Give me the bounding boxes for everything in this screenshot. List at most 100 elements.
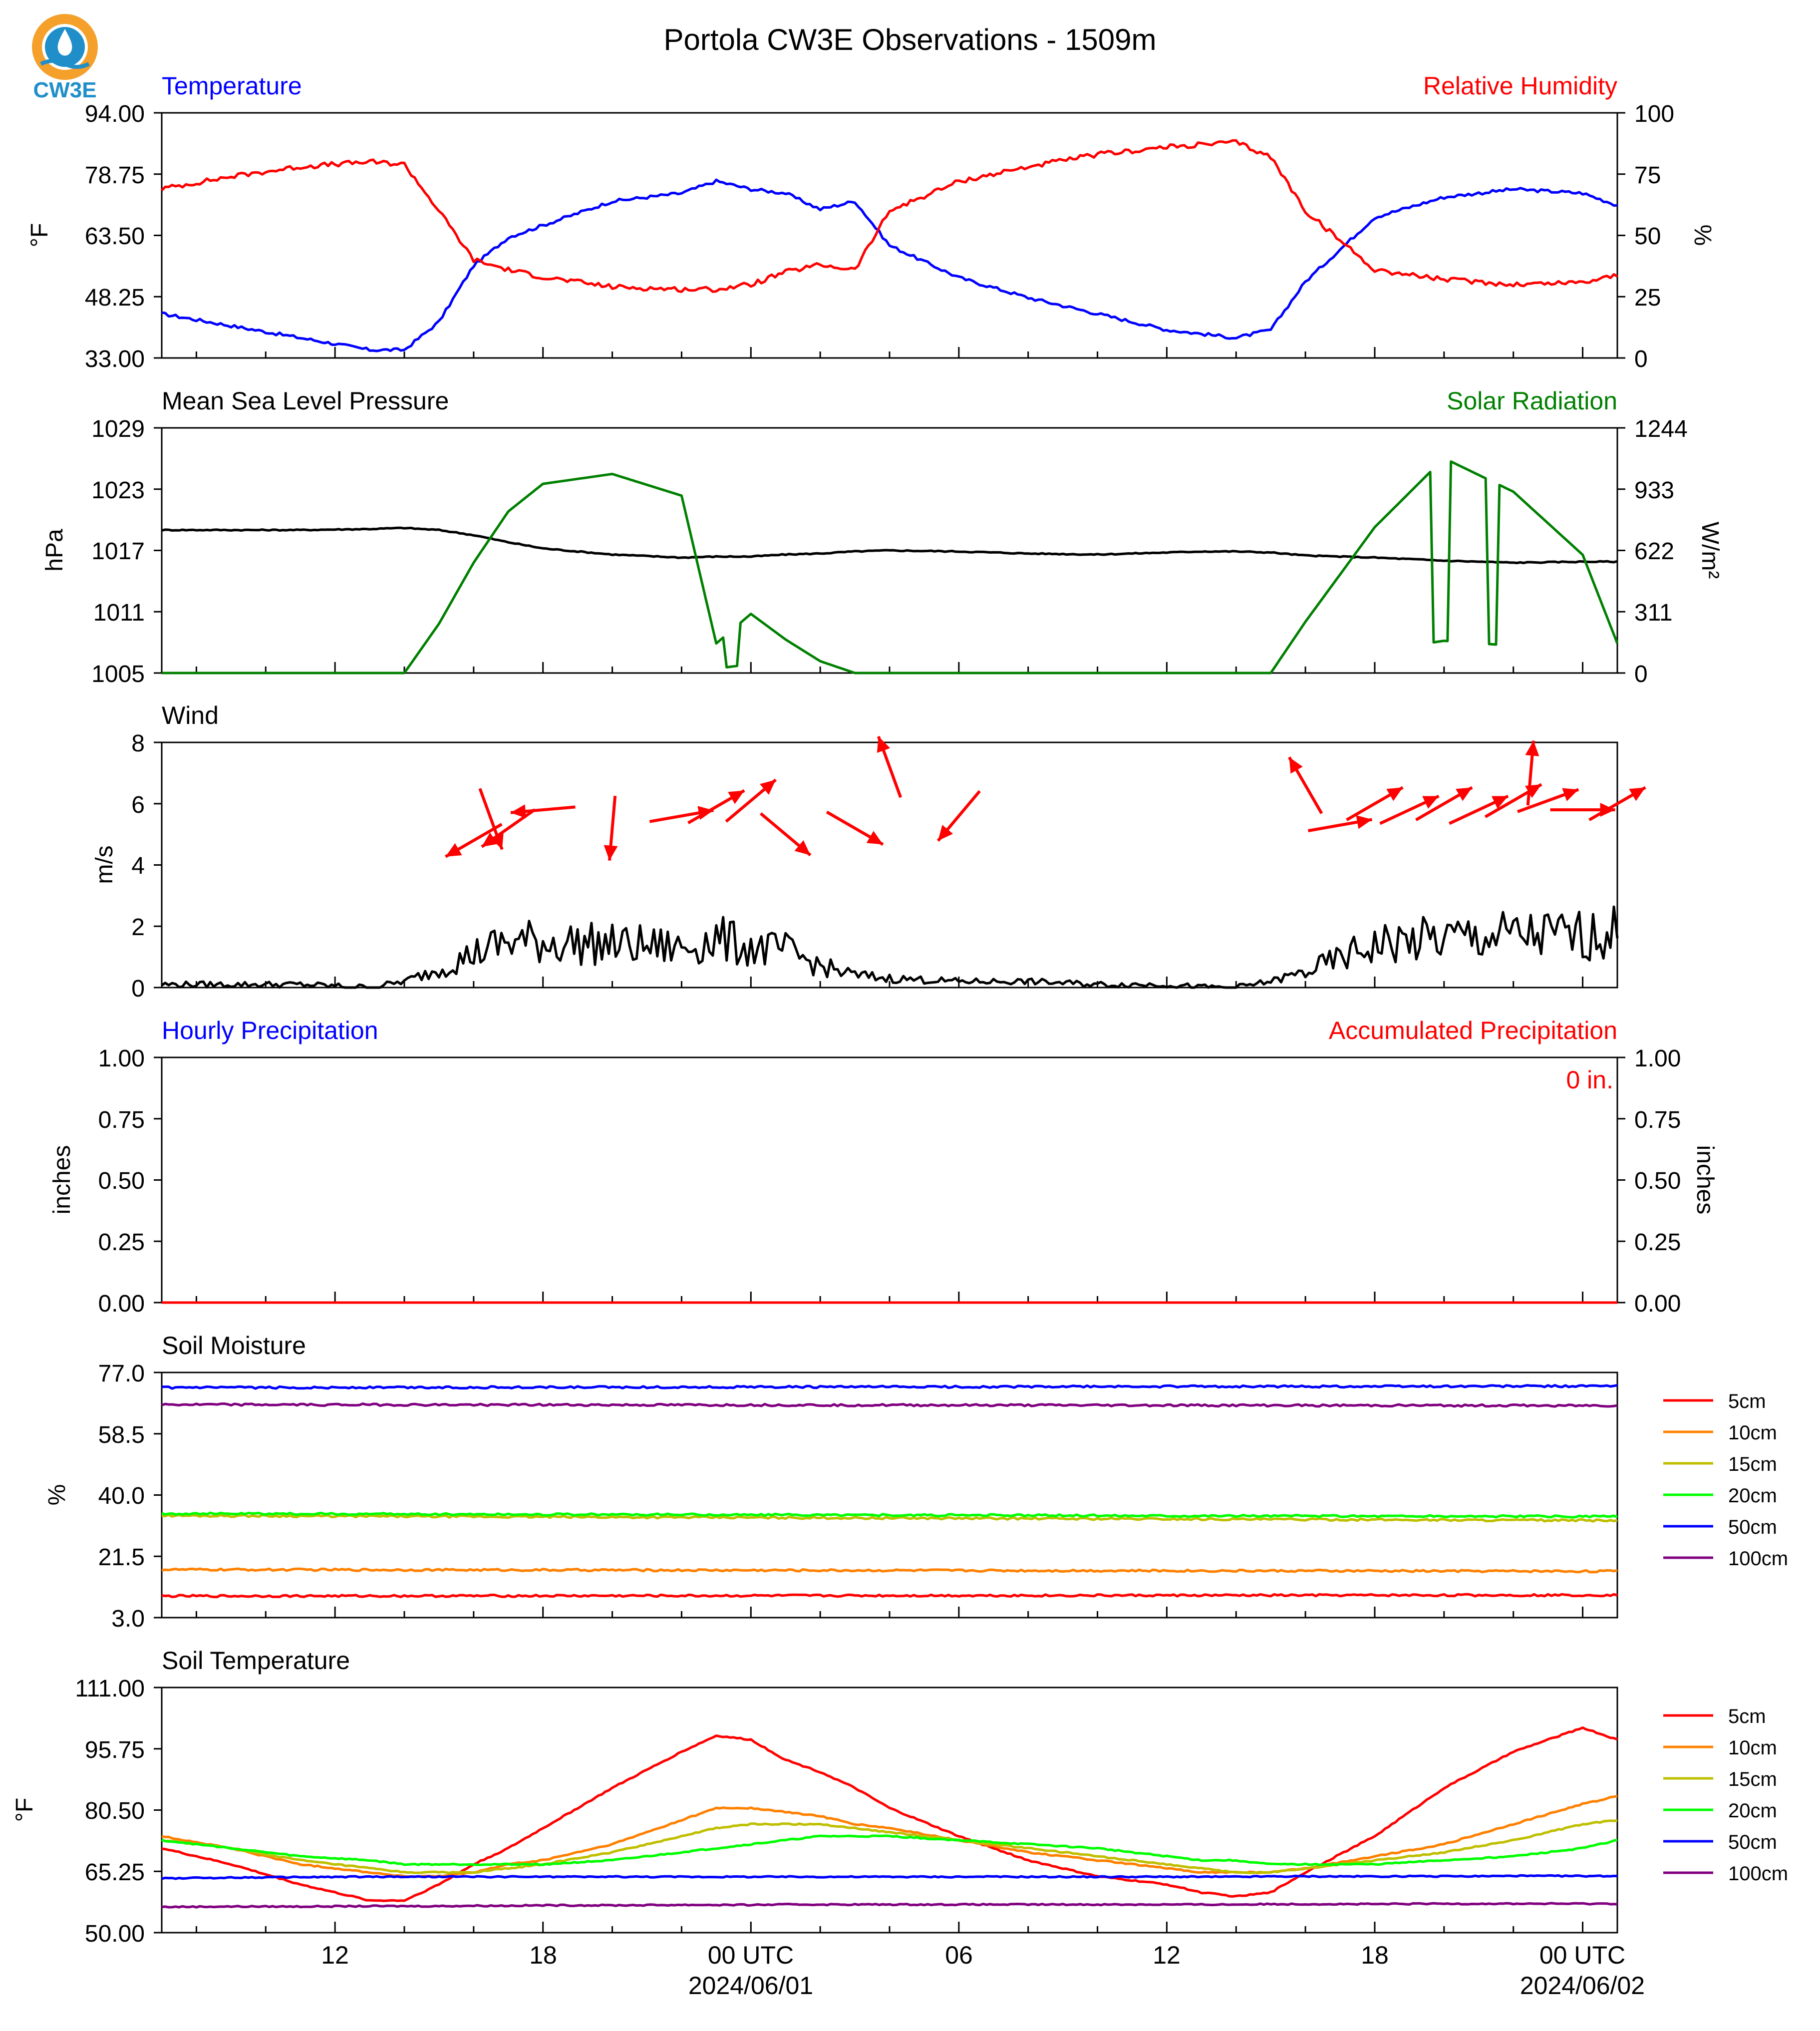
x-tick-label-18b: 18	[1361, 1941, 1389, 1969]
wind-arrow-head	[794, 840, 811, 855]
wind-arrow-head	[1289, 757, 1303, 774]
series-line-100cm	[161, 1902, 1618, 1909]
humidity-title: Relative Humidity	[1423, 72, 1617, 100]
wind-arrow	[1379, 794, 1440, 825]
humidity-ytick-2: 50	[1634, 223, 1661, 250]
hourly-precip-title: Hourly Precipitation	[162, 1016, 378, 1044]
x-tick-label-00utc-1: 00 UTC	[708, 1941, 794, 1969]
solar-ytick-3: 311	[1634, 600, 1673, 626]
wind-arrow	[759, 812, 812, 857]
panel-pressure-solar: Mean Sea Level Pressure Solar Radiation …	[41, 387, 1723, 687]
temperature-ytick-2: 63.50	[85, 223, 145, 250]
wind-arrow-head	[510, 804, 527, 819]
temperature-ytick-0: 94.00	[85, 101, 145, 127]
x-date-label-2: 2024/06/02	[1520, 1972, 1645, 2000]
accum-ytick-1: 0.75	[1634, 1107, 1681, 1133]
wind-arrow-head	[1492, 796, 1509, 809]
temperature-ytick-3: 48.25	[85, 285, 145, 311]
wind-arrow-head	[1456, 787, 1473, 801]
wind-ytick-4: 0	[131, 976, 145, 1002]
series-line-10cm	[161, 1567, 1618, 1574]
precip-ytick-2: 0.50	[98, 1168, 145, 1194]
series-line-20cm	[161, 1834, 1618, 1866]
wind-ylabel: m/s	[91, 845, 118, 884]
st-legend-label-100cm: 100cm	[1728, 1863, 1788, 1885]
wind-arrow	[1588, 786, 1646, 821]
logo-wave-icon	[40, 59, 90, 69]
x-tick-label-18: 18	[529, 1941, 557, 1969]
soil-temp-ytick-3: 65.25	[85, 1859, 145, 1886]
wind-arrow-head	[1562, 788, 1579, 801]
wind-arrow	[826, 810, 884, 846]
wind-arrow-head	[728, 790, 745, 804]
series-line-50cm	[161, 1384, 1618, 1390]
wind-title: Wind	[162, 701, 219, 729]
precip-ytick-4: 0.00	[98, 1291, 145, 1317]
solar-ytick-1: 933	[1634, 477, 1674, 504]
precip-annotation: 0 in.	[1566, 1066, 1613, 1094]
accum-ytick-4: 0.00	[1634, 1291, 1681, 1317]
wind-arrow-head	[938, 825, 953, 841]
wind-arrow	[445, 823, 503, 858]
temperature-ylabel: °F	[26, 223, 53, 248]
wind-arrow	[481, 808, 536, 848]
precip-ytick-3: 0.25	[98, 1229, 145, 1256]
sm-legend-label-10cm: 10cm	[1728, 1422, 1777, 1444]
solar-title: Solar Radiation	[1447, 387, 1617, 415]
pressure-ytick-0: 1029	[91, 416, 145, 442]
st-legend-label-10cm: 10cm	[1728, 1737, 1777, 1759]
pressure-ytick-3: 1011	[93, 600, 145, 626]
solar-ylabel: W/m²	[1697, 522, 1723, 579]
st-legend-label-5cm: 5cm	[1728, 1705, 1766, 1727]
st-legend-label-15cm: 15cm	[1728, 1768, 1777, 1790]
wind-arrow	[1308, 815, 1373, 832]
logo-drop-icon	[57, 29, 72, 56]
wind-arrow-head	[1525, 740, 1539, 756]
pressure-ytick-2: 1017	[91, 538, 145, 565]
figure-title: Portola CW3E Observations - 1509m	[663, 23, 1156, 56]
humidity-ytick-0: 100	[1634, 101, 1674, 127]
sm-legend-label-20cm: 20cm	[1728, 1485, 1777, 1507]
wind-arrow	[936, 790, 981, 842]
series-line-wind-speed	[161, 905, 1619, 989]
wind-ytick-3: 2	[131, 914, 145, 941]
soil-moisture-legend: 5cm 10cm 15cm 20cm 50cm 100cm	[1663, 1390, 1788, 1570]
wind-arrow	[1346, 786, 1404, 821]
temperature-ytick-4: 33.00	[85, 346, 145, 372]
soil-moisture-ytick-3: 21.5	[98, 1544, 145, 1571]
precip-ylabel: inches	[49, 1145, 75, 1215]
soil-temp-ytick-2: 80.50	[85, 1798, 145, 1824]
pressure-ytick-1: 1023	[91, 477, 145, 504]
wind-arrow-head	[482, 832, 498, 847]
wind-arrow	[725, 778, 777, 823]
wind-arrow	[510, 804, 576, 819]
accum-ylabel: inches	[1692, 1145, 1718, 1215]
x-tick-label-12b: 12	[1153, 1941, 1181, 1969]
wind-arrow	[1525, 740, 1539, 806]
st-legend-label-50cm: 50cm	[1728, 1831, 1777, 1853]
wind-arrow	[1288, 756, 1323, 814]
soil-moisture-ytick-2: 40.0	[98, 1483, 145, 1509]
wind-arrow-head	[760, 779, 776, 795]
panel-soil-moisture: Soil Moisture 77.0 58.5 40.0 21.5 3.0 % …	[44, 1332, 1788, 1632]
soil-temp-ytick-1: 95.75	[85, 1737, 145, 1763]
x-axis-labels: 12 18 00 UTC 06 12 18 00 UTC 2024/06/01 …	[321, 1941, 1645, 2000]
panel-temperature-humidity: Temperature Relative Humidity 94.00 78.7…	[26, 72, 1716, 372]
soil-moisture-ylabel: %	[44, 1484, 70, 1506]
series-line-5cm	[161, 1593, 1618, 1599]
sm-legend-label-15cm: 15cm	[1728, 1453, 1777, 1475]
precip-ytick-1: 0.75	[98, 1107, 145, 1133]
wind-ytick-0: 8	[131, 730, 145, 757]
soil-temp-ytick-0: 111.00	[75, 1676, 145, 1702]
series-line-100cm	[161, 1402, 1618, 1408]
x-date-label-1: 2024/06/01	[688, 1972, 813, 2000]
accum-precip-title: Accumulated Precipitation	[1329, 1016, 1617, 1044]
soil-moisture-title: Soil Moisture	[162, 1332, 306, 1359]
panel-soil-temperature: Soil Temperature 111.00 95.75 80.50 65.2…	[11, 1647, 1788, 1947]
temperature-ytick-1: 78.75	[85, 162, 145, 189]
accum-ytick-0: 1.00	[1634, 1045, 1681, 1072]
wind-arrow-head	[1629, 787, 1646, 801]
series-line-50cm	[161, 1874, 1618, 1880]
x-tick-label-00utc-2: 00 UTC	[1539, 1941, 1625, 1969]
wind-arrow-head	[445, 843, 462, 857]
